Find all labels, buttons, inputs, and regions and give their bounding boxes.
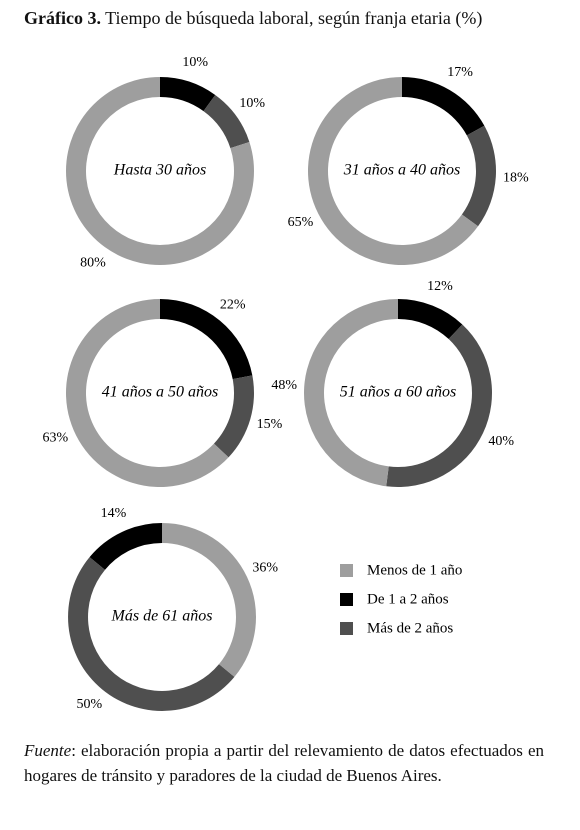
legend-label: De 1 a 2 años — [367, 591, 449, 607]
donut-segment — [160, 77, 216, 112]
source-text: : elaboración propia a partir del releva… — [24, 741, 544, 785]
donut-segment — [68, 557, 235, 711]
legend-label: Menos de 1 año — [367, 562, 462, 578]
donut-segment — [66, 299, 229, 487]
chart-title-block: Gráfico 3. Tiempo de búsqueda laboral, s… — [24, 8, 482, 29]
donut-segment — [461, 125, 496, 227]
value-label: 48% — [271, 378, 297, 393]
donut-segment — [213, 375, 254, 458]
value-label: 12% — [427, 279, 453, 294]
value-label: 36% — [252, 561, 278, 576]
chart-title: Tiempo de búsqueda laboral, según franja… — [105, 8, 483, 28]
value-label: 40% — [488, 434, 514, 449]
donut-segment — [402, 77, 485, 136]
source-note: Fuente: elaboración propia a partir del … — [24, 738, 544, 788]
value-label: 14% — [101, 506, 127, 521]
donut-center-label: 41 años a 50 años — [102, 384, 218, 401]
donut-segment — [160, 299, 253, 380]
legend-swatch — [340, 593, 353, 606]
donut-segment — [203, 94, 250, 149]
source-label: Fuente — [24, 741, 72, 760]
donut-segment — [162, 523, 256, 677]
legend-swatch — [340, 564, 353, 577]
donut-segment — [89, 523, 162, 570]
donut-center-label: Más de 61 años — [111, 608, 213, 625]
value-label: 50% — [76, 697, 102, 712]
value-label: 63% — [43, 430, 69, 445]
donut-center-label: Hasta 30 años — [113, 162, 206, 179]
donut-segment — [304, 299, 398, 487]
value-label: 10% — [239, 96, 265, 111]
title-prefix: Gráfico 3. — [24, 8, 101, 28]
value-label: 15% — [257, 417, 283, 432]
value-label: 18% — [503, 170, 529, 185]
value-label: 80% — [80, 255, 106, 270]
legend-label: Más de 2 años — [367, 620, 453, 636]
legend-swatch — [340, 622, 353, 635]
value-label: 17% — [447, 65, 473, 80]
value-label: 65% — [288, 215, 314, 230]
donut-segment — [386, 324, 492, 487]
donut-center-label: 51 años a 60 años — [340, 384, 456, 401]
value-label: 10% — [182, 55, 208, 70]
chart: 10% 10% 80% Hasta 30 años 17% 18% 65% 31 años a… — [43, 55, 529, 712]
donut-center-label: 31 años a 40 años — [343, 162, 460, 179]
donut-segment — [398, 299, 463, 340]
value-label: 22% — [220, 297, 246, 312]
